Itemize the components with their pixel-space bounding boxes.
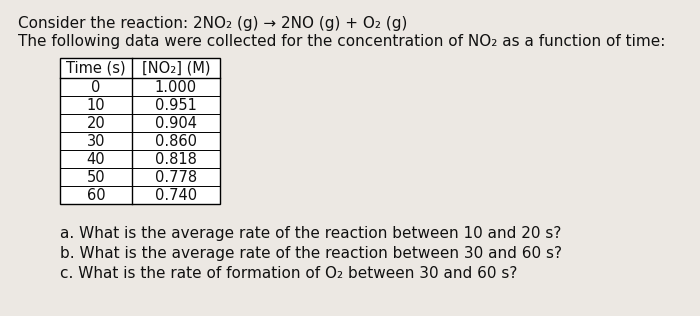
Text: The following data were collected for the concentration of NO₂ as a function of : The following data were collected for th… [18,34,666,49]
Text: 20: 20 [87,116,106,131]
Text: 0.818: 0.818 [155,151,197,167]
Text: Time (s): Time (s) [66,60,126,76]
Text: b. What is the average rate of the reaction between 30 and 60 s?: b. What is the average rate of the react… [60,246,562,261]
Text: 10: 10 [87,98,105,112]
Text: 0.951: 0.951 [155,98,197,112]
Text: 0.860: 0.860 [155,133,197,149]
Text: 0.740: 0.740 [155,187,197,203]
Text: 1.000: 1.000 [155,80,197,94]
Text: [NO₂] (M): [NO₂] (M) [141,60,210,76]
Text: c. What is the rate of formation of O₂ between 30 and 60 s?: c. What is the rate of formation of O₂ b… [60,266,517,281]
Text: 0.904: 0.904 [155,116,197,131]
Text: 30: 30 [87,133,105,149]
Text: 60: 60 [87,187,105,203]
Text: 0: 0 [91,80,101,94]
Text: 40: 40 [87,151,105,167]
Text: 50: 50 [87,169,105,185]
Text: Consider the reaction: 2NO₂ (g) → 2NO (g) + O₂ (g): Consider the reaction: 2NO₂ (g) → 2NO (g… [18,16,407,31]
Bar [60,58,220,204]
Text: 0.778: 0.778 [155,169,197,185]
Text: a. What is the average rate of the reaction between 10 and 20 s?: a. What is the average rate of the react… [60,226,561,241]
